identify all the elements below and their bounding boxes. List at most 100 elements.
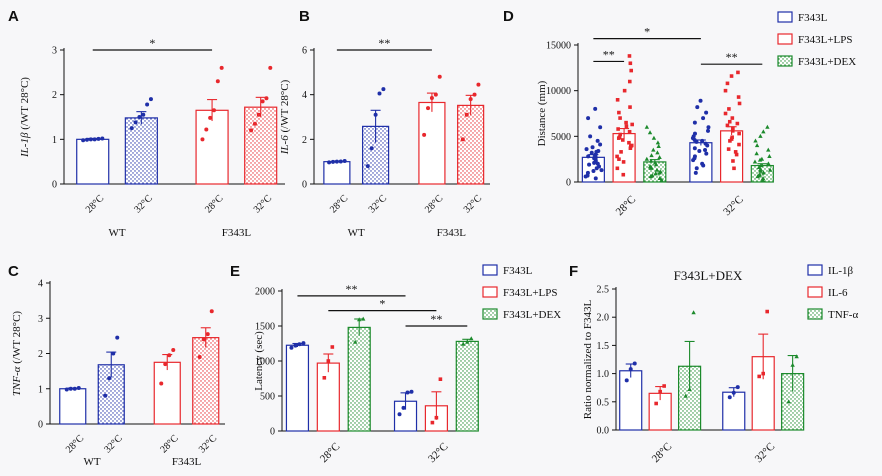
data-point (765, 124, 770, 129)
data-point (655, 150, 660, 155)
data-point (437, 74, 442, 79)
data-point (767, 167, 773, 172)
data-point (753, 138, 758, 143)
significance-label: ** (603, 47, 615, 61)
data-point (654, 401, 658, 406)
data-point (215, 79, 220, 84)
data-point (584, 147, 589, 152)
legend-label: TNF-α (828, 309, 858, 321)
data-point (353, 339, 358, 344)
significance-label: * (149, 36, 155, 50)
y-axis-label: IL-6 (/WT 28°C) (279, 79, 291, 155)
group-label: F343L (437, 227, 467, 239)
data-point (330, 345, 335, 349)
y-tick-label: 500 (260, 392, 275, 403)
x-tick-label: 32°C (132, 193, 155, 216)
data-point (757, 157, 763, 162)
significance-label: ** (378, 36, 390, 50)
x-tick-label: 28°C (318, 441, 343, 466)
data-point (652, 160, 658, 165)
data-point (737, 142, 741, 147)
x-tick-label: 28°C (203, 193, 226, 216)
data-point (758, 163, 764, 168)
data-point (627, 54, 632, 58)
legend-swatch (482, 286, 498, 298)
data-point (141, 112, 146, 117)
data-point (219, 65, 224, 70)
data-point (264, 96, 269, 101)
y-tick-label: 0 (270, 427, 275, 438)
data-point (616, 136, 621, 140)
data-point (698, 98, 703, 103)
data-point (145, 102, 150, 107)
data-point (585, 170, 590, 175)
data-point (723, 88, 728, 93)
data-point (129, 126, 134, 131)
x-tick-label: 28°C (158, 433, 181, 456)
data-point (72, 386, 77, 391)
y-tick-label: 10000 (546, 86, 571, 97)
data-point (476, 82, 481, 87)
data-point (598, 125, 603, 130)
bar (455, 340, 479, 432)
x-tick-label: 32°C (197, 433, 220, 456)
data-point (163, 362, 168, 367)
data-point (377, 91, 382, 96)
y-tick-label: 4 (38, 279, 43, 290)
group-label: F343L (172, 456, 202, 468)
data-point (735, 385, 740, 390)
data-point (733, 150, 738, 154)
legend-swatch (777, 55, 793, 67)
data-point (167, 353, 172, 358)
y-tick-label: 2 (38, 349, 43, 360)
data-point (381, 87, 386, 92)
legend-swatch (807, 264, 823, 276)
bar (722, 391, 746, 431)
data-point (624, 120, 628, 125)
data-point (68, 386, 73, 391)
data-point (662, 384, 666, 388)
data-point (756, 173, 761, 178)
x-tick-label: 32°C (462, 193, 485, 216)
y-tick-label: 0.5 (597, 397, 610, 408)
bar (457, 104, 485, 185)
data-point (692, 146, 697, 151)
x-tick-label: 28°C (64, 433, 87, 456)
data-point (656, 143, 661, 148)
y-axis-label: Distance (mm) (536, 80, 548, 146)
data-point (587, 162, 592, 167)
legend-label: F343L (503, 265, 533, 277)
x-tick-label: 32°C (753, 441, 778, 466)
legend-label: F343L (798, 12, 828, 24)
data-point (460, 137, 465, 142)
x-tick-label: 32°C (252, 193, 275, 216)
data-point (630, 122, 634, 127)
y-tick-label: 1500 (255, 322, 275, 333)
data-point (615, 154, 619, 159)
y-tick-label: 2.5 (597, 285, 610, 296)
data-point (725, 81, 730, 86)
legend-swatch (482, 264, 498, 276)
data-point (766, 147, 771, 152)
data-point (593, 155, 598, 160)
data-point (252, 121, 257, 126)
data-point (706, 128, 711, 133)
data-point (433, 92, 438, 97)
data-point (593, 176, 598, 181)
data-point (790, 362, 795, 367)
data-point (761, 129, 766, 134)
data-point (657, 154, 662, 159)
data-point (615, 98, 620, 102)
data-point (649, 164, 654, 169)
data-point (171, 347, 176, 352)
data-point (628, 146, 633, 151)
y-axis-label: IL-1β (/WT 28°C) (19, 77, 31, 158)
y-tick-label: 4 (302, 90, 307, 101)
data-point (616, 127, 620, 131)
x-tick-label: 28°C (650, 441, 675, 466)
data-point (409, 389, 414, 394)
y-tick-label: 1.5 (597, 341, 610, 352)
data-point (405, 390, 410, 395)
data-point (728, 139, 732, 143)
data-point (727, 395, 732, 400)
